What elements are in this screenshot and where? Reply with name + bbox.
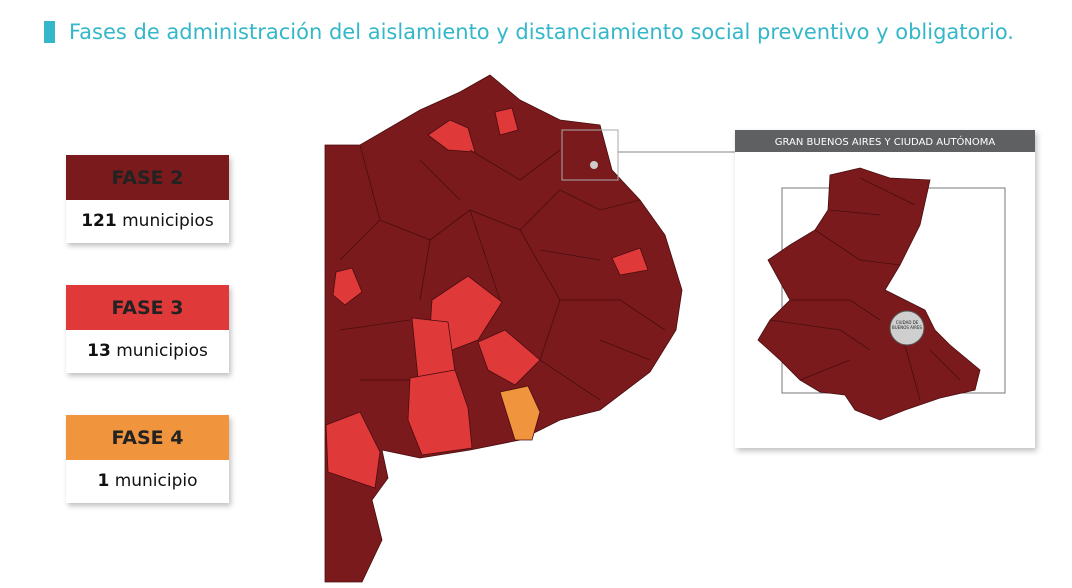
phase-label: FASE 3 <box>66 285 229 330</box>
gba-map <box>757 167 981 421</box>
inset-header <box>735 130 1035 152</box>
district <box>427 119 476 153</box>
district <box>477 329 541 386</box>
legend-item: FASE 2 121 municipios <box>66 155 229 243</box>
city-marker <box>590 161 598 169</box>
legend-item: FASE 3 13 municipios <box>66 285 229 373</box>
gba-borders <box>769 177 961 401</box>
phase-count: 121 <box>81 211 117 231</box>
phase-count-row: 121 municipios <box>66 200 229 243</box>
province <box>324 74 683 583</box>
caba-label: CIUDAD DE BUENOS AIRES <box>892 320 922 330</box>
province-map <box>324 74 683 583</box>
phase-unit: municipios <box>122 211 214 231</box>
district <box>325 411 381 489</box>
phase-label: FASE 2 <box>66 155 229 200</box>
district <box>407 369 473 456</box>
phase-label: FASE 4 <box>66 415 229 460</box>
district <box>411 317 456 379</box>
zoom-box <box>561 129 619 181</box>
caba-label-box: CIUDAD DE BUENOS AIRES <box>892 320 922 330</box>
phase-count: 13 <box>87 341 111 361</box>
phase-unit: municipios <box>116 341 208 361</box>
phase-unit: municipio <box>114 471 198 491</box>
inset-title: GRAN BUENOS AIRES Y CIUDAD AUTÓNOMA <box>775 135 996 148</box>
page-title: Fases de administración del aislamiento … <box>44 20 1014 44</box>
phase-count: 1 <box>97 471 110 491</box>
phase-count-row: 13 municipios <box>66 330 229 373</box>
district <box>499 385 541 441</box>
caba <box>889 310 925 346</box>
district <box>494 107 519 136</box>
district <box>611 247 649 276</box>
district <box>332 267 363 306</box>
phase-count-row: 1 municipio <box>66 460 229 503</box>
